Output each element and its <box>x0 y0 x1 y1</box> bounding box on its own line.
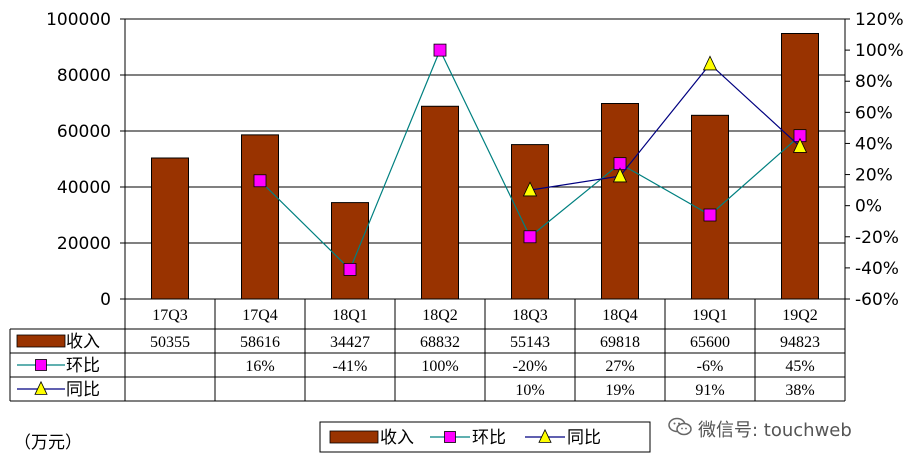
y-left-tick-label: 80000 <box>57 66 111 86</box>
y-right-tick-label: -40% <box>855 259 899 279</box>
unit-label: （万元） <box>14 433 82 453</box>
y-left-tick-label: 40000 <box>57 178 111 198</box>
mom-marker <box>703 208 717 222</box>
bar <box>331 202 369 300</box>
table-cell: 38% <box>785 382 814 399</box>
watermark: 微信号: touchweb <box>668 416 852 442</box>
table-cell: 58616 <box>240 334 280 351</box>
table-cell: 19% <box>605 382 634 399</box>
x-category-label: 19Q2 <box>782 307 818 324</box>
table-row-header: 同比 <box>66 380 100 400</box>
yoy-line <box>529 63 801 191</box>
bar <box>151 157 189 300</box>
x-category-label: 17Q4 <box>242 307 278 324</box>
x-category-label: 18Q3 <box>512 307 548 324</box>
bar <box>241 134 279 300</box>
mom-marker <box>253 174 267 188</box>
x-category-label: 17Q3 <box>152 307 188 324</box>
x-category-label: 19Q1 <box>692 307 728 324</box>
y-right-tick-label: 60% <box>855 103 893 123</box>
bar <box>781 32 819 300</box>
table-cell: 27% <box>605 358 634 375</box>
bar <box>511 144 549 300</box>
x-category-label: 18Q1 <box>332 307 368 324</box>
table-cell: 94823 <box>780 334 820 351</box>
y-right-tick-label: 80% <box>855 72 893 92</box>
mom-marker <box>343 263 357 276</box>
y-right-tick-label: 20% <box>855 166 893 186</box>
y-left-tick-label: 0 <box>100 290 111 310</box>
mom-marker <box>433 43 447 57</box>
table-key-square <box>35 359 47 371</box>
x-category-label: 18Q2 <box>422 307 458 324</box>
y-right-tick-label: 100% <box>855 41 904 61</box>
yoy-marker <box>702 55 718 71</box>
table-cell: 16% <box>245 358 274 375</box>
legend-label: 同比 <box>567 428 601 448</box>
legend-key-bar <box>329 430 379 444</box>
yoy-marker <box>792 137 808 153</box>
y-right-tick-label: 0% <box>855 197 882 217</box>
table-row-header: 收入 <box>66 332 100 352</box>
legend-label: 环比 <box>472 428 506 448</box>
yoy-marker <box>522 181 538 197</box>
table-cell: 10% <box>515 382 544 399</box>
y-right-tick-label: -20% <box>855 228 899 248</box>
y-right-tick-label: 120% <box>855 10 904 30</box>
table-cell: 68832 <box>420 334 460 351</box>
bar <box>601 103 639 300</box>
table-cell: 91% <box>695 382 724 399</box>
y-left-tick-label: 100000 <box>46 10 111 30</box>
table-cell: 45% <box>785 358 814 375</box>
x-category-label: 18Q4 <box>602 307 638 324</box>
table-cell: -41% <box>333 358 368 375</box>
table-cell: 50355 <box>150 334 190 351</box>
bar <box>421 105 459 300</box>
table-cell: -20% <box>513 358 548 375</box>
table-row-header: 环比 <box>66 356 100 376</box>
table-cell: 65600 <box>690 334 730 351</box>
legend-key-triangle <box>538 428 552 443</box>
legend-label: 收入 <box>380 428 414 448</box>
legend-key-square <box>444 431 456 443</box>
table-key-bar <box>16 334 66 348</box>
y-right-tick-label: -60% <box>855 290 899 310</box>
table-cell: 55143 <box>510 334 550 351</box>
yoy-marker <box>612 167 628 183</box>
y-left-tick-label: 20000 <box>57 234 111 254</box>
table-key-triangle <box>34 380 48 395</box>
mom-marker <box>523 230 537 244</box>
table-cell: 69818 <box>600 334 640 351</box>
table-cell: 34427 <box>330 334 370 351</box>
table-cell: 100% <box>421 358 458 375</box>
watermark-text: 微信号: touchweb <box>698 420 852 441</box>
y-right-tick-label: 40% <box>855 134 893 154</box>
wechat-icon <box>668 417 692 442</box>
bar <box>691 114 729 300</box>
table-cell: -6% <box>697 358 724 375</box>
y-left-tick-label: 60000 <box>57 122 111 142</box>
